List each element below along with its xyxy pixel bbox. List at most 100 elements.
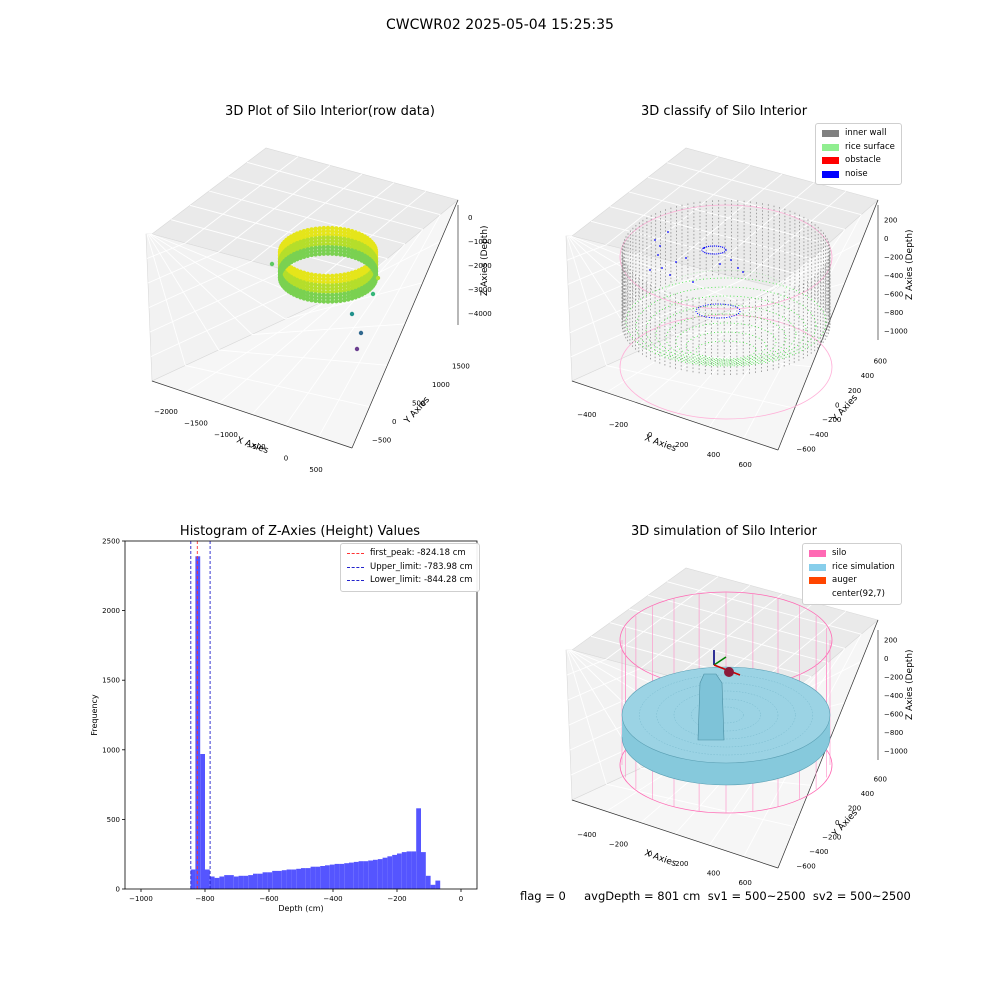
data-point [309,278,314,284]
histogram-bar [310,866,316,889]
data-point [317,239,322,244]
z-tick-label: −800 [884,309,903,317]
data-point [349,232,355,237]
legend-line [347,553,364,555]
data-point [317,279,322,285]
data-point [313,276,318,281]
data-point [346,274,351,280]
histogram-bar [286,869,292,889]
data-point [305,271,310,276]
data-point [342,272,347,277]
data-point [330,299,335,304]
histogram-bar [406,851,412,889]
data-point [334,295,339,301]
data-point [338,242,343,247]
rice-mesh-ring [656,682,796,748]
rice-surface-ring [665,269,787,315]
data-point [338,239,343,244]
data-point [346,284,351,289]
data-point [330,225,335,231]
z-tick-label: 200 [884,216,897,224]
data-point [349,229,355,234]
data-point [349,293,355,298]
data-point [346,244,351,249]
data-point [305,297,310,302]
legend-item-rice-surface: rice surface [822,141,895,155]
grid-line [606,365,795,409]
z-tick-label: −1000 [884,328,908,336]
data-point [305,240,310,246]
x-tick-label: 600 [738,879,751,887]
data-point [353,236,358,241]
data-point [338,245,343,251]
data-point [346,290,351,296]
data-point [334,292,339,297]
data-point [321,251,326,256]
data-point [321,235,326,240]
data-point [317,242,322,247]
data-point [330,273,335,279]
y-tick-label: 0 [392,418,396,426]
data-point [305,250,310,255]
data-point [305,278,310,283]
data-point [338,289,343,294]
data-point [313,282,318,287]
data-point [342,240,347,245]
data-point [313,233,318,238]
x-tick-label: 0 [284,455,288,463]
data-point [313,239,318,244]
data-point [342,246,347,251]
data-point [334,276,339,281]
data-point [313,289,318,294]
data-point [309,285,314,290]
plot2-3d-axes: −400−2000200400600−600−400−2000200400600… [565,147,915,469]
data-point [349,277,355,282]
data-point [330,251,335,256]
data-point [309,246,314,251]
x-tick-label: −400 [323,895,342,903]
data-point [309,272,314,277]
histogram-bar [397,853,402,889]
histogram-bar [243,875,249,889]
noise-point [654,239,656,241]
data-point [346,294,351,299]
data-point [334,248,339,253]
legend-item-obstacle: obstacle [822,154,895,168]
x-tick-label: 200 [675,441,688,449]
rice-mesh-ring [691,698,761,732]
histogram-legend: first_peak: -824.18 cm Upper_limit: -783… [340,543,480,592]
data-point [342,282,347,287]
z-tick-label: −200 [884,253,903,261]
data-point [321,299,326,304]
data-point [342,288,347,293]
histogram-bar [363,861,369,889]
legend-item-center: center(92,7) [809,588,895,602]
data-point [342,230,347,235]
y-tick-label: 200 [848,804,861,812]
plot4-legend: silo rice simulation auger center(92,7) [802,543,902,605]
noise-point [657,254,659,256]
rice-mesh-ring [708,706,744,724]
legend-swatch [809,550,826,558]
data-point [309,230,314,235]
rice-mesh-ring [639,674,813,756]
data-point [353,279,358,284]
data-point [301,251,307,256]
data-point [338,292,343,297]
data-point [325,241,331,247]
data-point [294,237,300,243]
plot1-data-points [269,225,381,352]
histogram-bar [358,861,364,889]
data-point [294,234,300,239]
histogram-bar [277,870,282,889]
data-point [325,229,331,234]
noise-point [649,269,651,271]
status-footer: flag = 0 avgDepth = 801 cm sv1 = 500~250… [520,889,911,903]
rice-surface-ring [685,331,767,361]
legend-item-upper-limit: Upper_limit: -783.98 cm [347,561,473,575]
data-point [338,236,343,241]
histogram-ylabel: Frequency [90,694,99,736]
data-point [353,239,358,245]
plot1-title: 3D Plot of Silo Interior(row data) [225,104,435,119]
data-point [298,285,303,290]
